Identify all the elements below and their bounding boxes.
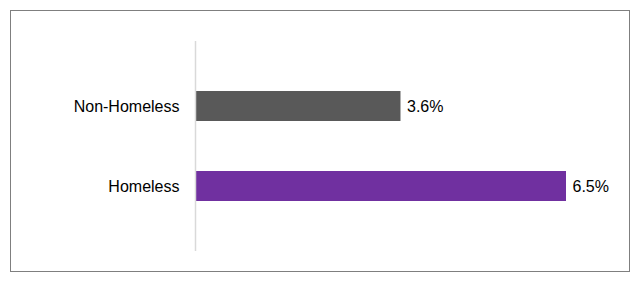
svg-text:3.6%: 3.6%: [407, 98, 443, 115]
svg-text:Non-Homeless: Non-Homeless: [74, 98, 180, 115]
svg-text:6.5%: 6.5%: [573, 178, 609, 195]
svg-text:Homeless: Homeless: [108, 178, 179, 195]
